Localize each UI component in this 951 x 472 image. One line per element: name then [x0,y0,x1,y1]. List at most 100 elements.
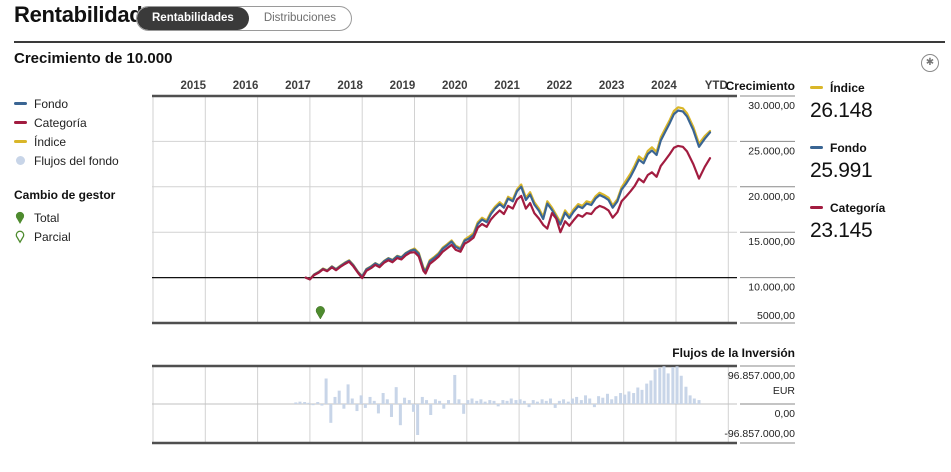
legend-item-indice: Índice [14,132,144,151]
flows-bar [442,404,446,409]
flows-dot-swatch [16,156,25,165]
x-axis-label: 2017 [285,80,311,92]
flows-bar [475,400,479,404]
x-axis-label: 2023 [599,80,625,92]
flows-bar [342,404,346,409]
categoria-final-value: 23.145 [810,219,873,242]
flows-bar [619,393,623,404]
flows-zero-label: 0,00 [775,408,796,420]
flows-bar [407,400,411,404]
circled-asterisk-icon[interactable]: ✱ [921,54,939,72]
flows-bar [605,393,609,404]
categoria-line-swatch [810,206,823,209]
value-group-fondo: Fondo 25.991 [810,140,930,183]
flows-bar [535,401,539,404]
flows-bar [363,404,367,408]
flows-bar [636,387,640,404]
flows-bar [416,404,420,435]
flows-bar [632,393,636,404]
flows-bar [446,400,450,404]
legend-item-parcial: Parcial [14,227,144,246]
flows-bar [640,389,644,404]
flows-bar [666,373,670,404]
flows-bar [522,400,526,404]
value-label: Categoría [830,200,886,215]
flows-bar [311,404,315,406]
flows-bar [359,395,363,404]
flows-max-label: 96.857.000,00 [728,370,795,382]
flows-bar [671,367,675,404]
flows-bar [575,396,579,404]
flows-bar [368,396,372,404]
indice-line-swatch [14,140,27,143]
value-group-categoria: Categoría 23.145 [810,200,930,243]
series-line-categoria [304,144,712,281]
flows-bar [496,404,500,407]
flows-bar [688,395,692,404]
flows-bar [453,374,457,404]
flows-bar [627,391,631,404]
flows-bar [488,400,492,404]
legend-label: Parcial [34,229,71,244]
value-label: Fondo [830,140,867,155]
flows-bar [505,400,509,404]
pin-filled-icon [14,210,27,225]
legend-item-flujos: Flujos del fondo [14,151,144,170]
flows-bar [294,402,298,404]
flows-bar [584,395,588,404]
final-values-panel: Índice 26.148 Fondo 25.991 Categoría 23.… [810,80,930,260]
flows-bar [645,383,649,404]
flows-bar [540,399,544,404]
flows-bar [376,404,380,414]
flows-bar [316,402,320,404]
x-axis-label: 2020 [442,80,468,92]
legend-label: Total [34,210,60,225]
indice-final-value: 26.148 [810,99,873,122]
flows-bar [562,399,566,404]
series-line-indice [304,106,712,281]
flows-bar [466,400,470,404]
tab-distribuciones[interactable]: Distribuciones [263,12,337,24]
y-tick-label: 25.000,00 [748,145,795,157]
flows-bar [514,400,518,404]
fondo-line-swatch [14,102,27,105]
flows-bar [350,398,354,404]
flows-bar [429,404,433,415]
value-label: Índice [830,80,865,95]
x-axis-label: 2018 [337,80,363,92]
flows-bar [679,375,683,404]
flows-bar [544,400,548,404]
tab-rentabilidades[interactable]: Rentabilidades [137,7,249,30]
x-axis-label: YTD [705,80,728,92]
y-tick-label: 30.000,00 [748,100,795,112]
flows-bar [298,401,302,404]
x-axis-label: 2024 [651,80,677,92]
header-divider [14,41,945,43]
flows-bar [333,396,337,404]
series-line-fondo [304,109,712,281]
flows-bar [518,399,522,404]
flows-bar [553,404,557,408]
flows-bar [592,404,596,408]
flows-bar [381,393,385,404]
flows-bar [403,397,407,404]
categoria-line-swatch [14,121,27,124]
fondo-line-swatch [810,146,823,149]
x-axis-label: 2021 [494,80,520,92]
flows-bar [527,404,531,408]
flows-bar [579,400,583,404]
section-title: Crecimiento de 10.000 [14,50,173,67]
flows-bar [346,384,350,404]
y-tick-label: 10.000,00 [748,282,795,294]
indice-line-swatch [810,86,823,89]
flows-bar [566,401,570,404]
flows-bar [372,400,376,404]
legend-label: Categoría [34,115,87,130]
flows-bar [398,404,402,426]
legend-item-categoria: Categoría [14,113,144,132]
flows-bar [588,398,592,404]
flows-bar [420,396,424,404]
flows-bar [597,396,601,404]
legend-label: Índice [34,134,67,149]
